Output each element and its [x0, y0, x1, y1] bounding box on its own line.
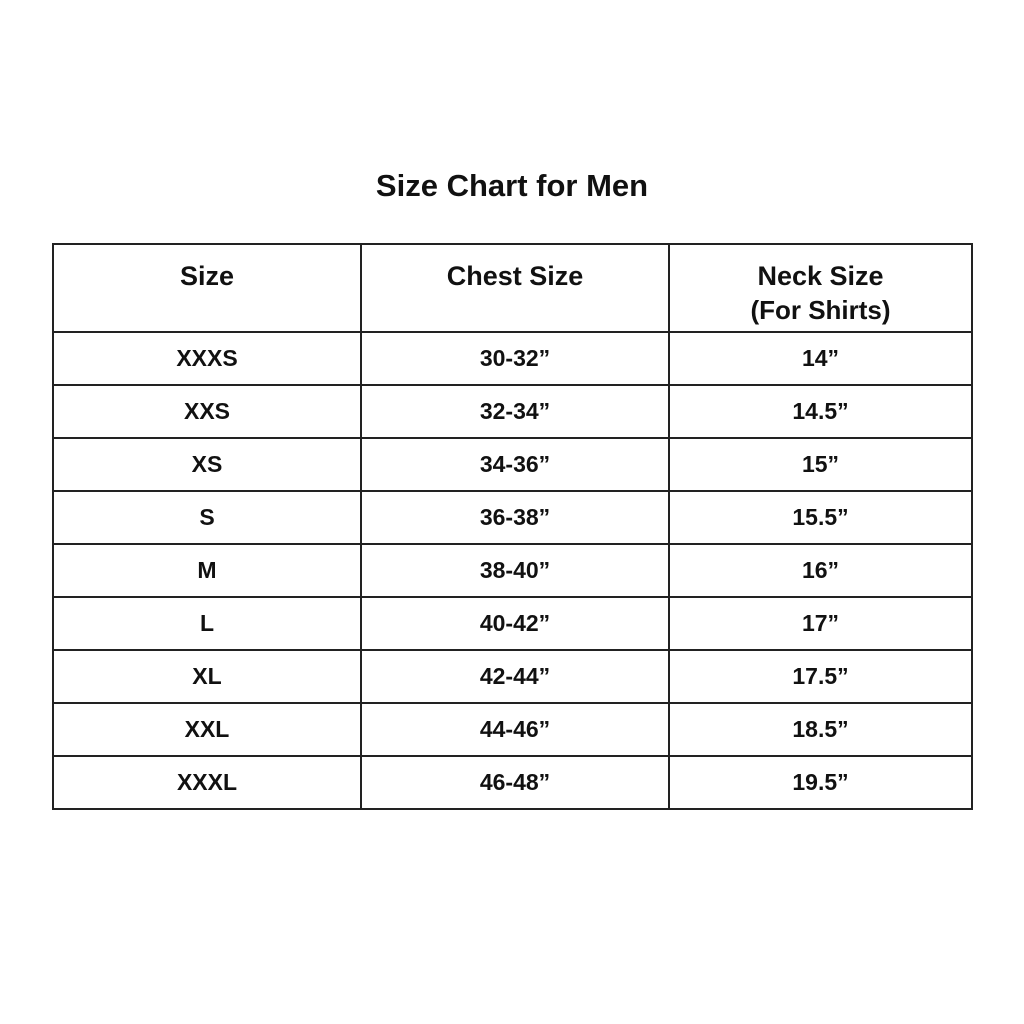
header-label: Neck Size	[757, 261, 884, 291]
size-cell: M	[52, 543, 362, 598]
table-row: L 40-42” 17”	[52, 596, 973, 651]
size-cell: S	[52, 490, 362, 545]
neck-size-cell: 18.5”	[668, 702, 973, 757]
table-header-row: Size Chest Size Neck Size (For Shirts)	[52, 243, 973, 333]
table-row: XXXS 30-32” 14”	[52, 331, 973, 386]
size-cell: XXXL	[52, 755, 362, 810]
size-cell: XXL	[52, 702, 362, 757]
chest-size-cell: 40-42”	[360, 596, 670, 651]
neck-size-cell: 16”	[668, 543, 973, 598]
neck-size-cell: 17”	[668, 596, 973, 651]
neck-size-cell: 17.5”	[668, 649, 973, 704]
table-row: XXL 44-46” 18.5”	[52, 702, 973, 757]
chest-size-cell: 32-34”	[360, 384, 670, 439]
size-cell: XL	[52, 649, 362, 704]
table-row: S 36-38” 15.5”	[52, 490, 973, 545]
table-row: XXXL 46-48” 19.5”	[52, 755, 973, 810]
header-label: Size	[179, 261, 235, 291]
chest-size-cell: 46-48”	[360, 755, 670, 810]
table-row: XL 42-44” 17.5”	[52, 649, 973, 704]
table-row: M 38-40” 16”	[52, 543, 973, 598]
neck-size-cell: 15.5”	[668, 490, 973, 545]
size-chart-table: Size Chest Size Neck Size (For Shirts) XX…	[52, 243, 973, 810]
neck-size-cell: 14.5”	[668, 384, 973, 439]
chest-size-cell: 34-36”	[360, 437, 670, 492]
size-cell: XXS	[52, 384, 362, 439]
table-row: XXS 32-34” 14.5”	[52, 384, 973, 439]
neck-size-cell: 15”	[668, 437, 973, 492]
header-chest-size: Chest Size	[360, 243, 670, 333]
table-row: XS 34-36” 15”	[52, 437, 973, 492]
neck-size-cell: 19.5”	[668, 755, 973, 810]
size-cell: L	[52, 596, 362, 651]
size-cell: XXXS	[52, 331, 362, 386]
table-body: XXXS 30-32” 14” XXS 32-34” 14.5” XS 34-36” 15” S 3…	[52, 331, 973, 810]
chest-size-cell: 44-46”	[360, 702, 670, 757]
chest-size-cell: 42-44”	[360, 649, 670, 704]
header-sublabel: (For Shirts)	[750, 295, 891, 325]
chest-size-cell: 38-40”	[360, 543, 670, 598]
neck-size-cell: 14”	[668, 331, 973, 386]
header-size: Size	[52, 243, 362, 333]
chest-size-cell: 30-32”	[360, 331, 670, 386]
header-neck-size: Neck Size (For Shirts)	[668, 243, 973, 333]
header-label: Chest Size	[446, 261, 584, 291]
chest-size-cell: 36-38”	[360, 490, 670, 545]
size-cell: XS	[52, 437, 362, 492]
page-title: Size Chart for Men	[375, 168, 649, 203]
